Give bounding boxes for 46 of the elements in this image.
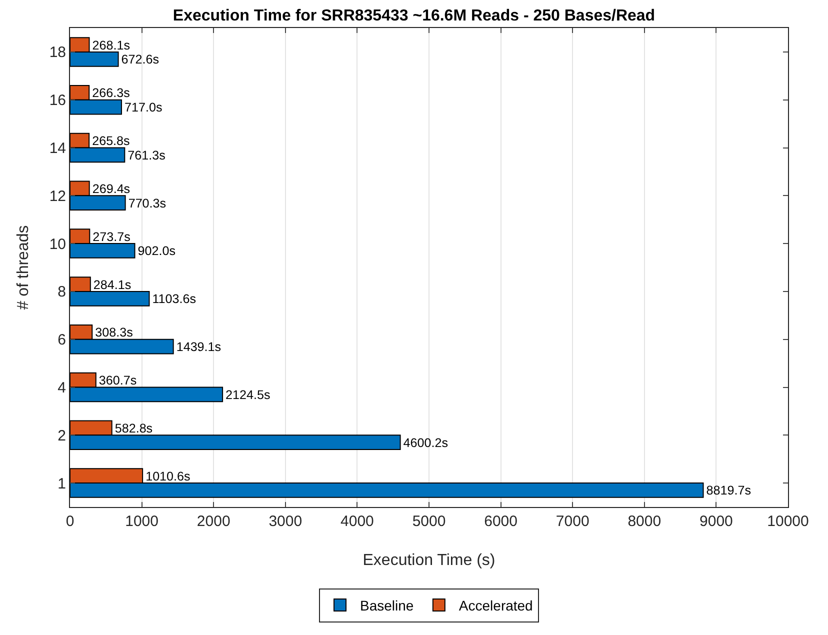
y-tick-label: 1 xyxy=(58,475,66,492)
data-label: 761.3s xyxy=(128,148,166,162)
y-tick-label: 6 xyxy=(58,332,66,349)
x-tick-label: 5000 xyxy=(412,513,446,530)
data-label: 269.4s xyxy=(92,182,130,196)
y-tick-label: 12 xyxy=(49,188,66,205)
x-tick-label: 6000 xyxy=(484,513,518,530)
data-label: 4600.2s xyxy=(403,436,448,450)
data-label: 265.8s xyxy=(92,134,130,148)
x-tick-label: 10000 xyxy=(767,513,809,530)
chart-title: Execution Time for SRR835433 ~16.6M Reads - 250 Bases/Read xyxy=(172,8,656,25)
data-label: 902.0s xyxy=(138,244,176,258)
data-label: 268.1s xyxy=(92,38,130,52)
y-tick-label: 8 xyxy=(58,284,66,301)
data-label: 717.0s xyxy=(124,100,162,115)
data-label: 284.1s xyxy=(93,278,132,292)
x-tick-label: 0 xyxy=(66,513,74,530)
x-tick-label: 9000 xyxy=(700,513,733,530)
y-tick-label: 16 xyxy=(49,92,66,110)
data-label: 672.6s xyxy=(121,52,160,67)
data-label: 582.8s xyxy=(114,421,153,436)
y-tick-label: 14 xyxy=(49,140,66,157)
data-label: 308.3s xyxy=(95,326,133,340)
y-tick-label: 2 xyxy=(58,427,66,444)
data-label: 273.7s xyxy=(92,230,130,244)
legend-label: Baseline xyxy=(360,597,414,614)
y-tick-label: 10 xyxy=(49,236,66,253)
y-tick-label: 18 xyxy=(49,44,66,62)
data-label: 1439.1s xyxy=(176,340,222,354)
data-label: 1010.6s xyxy=(146,469,190,484)
data-label: 770.3s xyxy=(128,196,166,210)
data-label: 360.7s xyxy=(98,374,137,388)
x-tick-label: 2000 xyxy=(196,513,230,530)
data-label: 2124.5s xyxy=(226,388,270,402)
x-tick-label: 1000 xyxy=(125,513,158,530)
y-axis-title: # of threads xyxy=(15,225,32,310)
x-tick-label: 4000 xyxy=(340,513,374,530)
data-label: 8819.7s xyxy=(706,484,751,498)
x-tick-label: 7000 xyxy=(556,513,590,530)
data-label: 266.3s xyxy=(92,86,130,100)
x-axis-title: Execution Time (s) xyxy=(362,552,496,569)
x-tick-label: 3000 xyxy=(268,513,302,530)
y-tick-label: 4 xyxy=(58,380,66,396)
legend-label: Accelerated xyxy=(458,597,533,614)
x-tick-label: 8000 xyxy=(628,513,662,530)
data-label: 1103.6s xyxy=(152,292,196,306)
